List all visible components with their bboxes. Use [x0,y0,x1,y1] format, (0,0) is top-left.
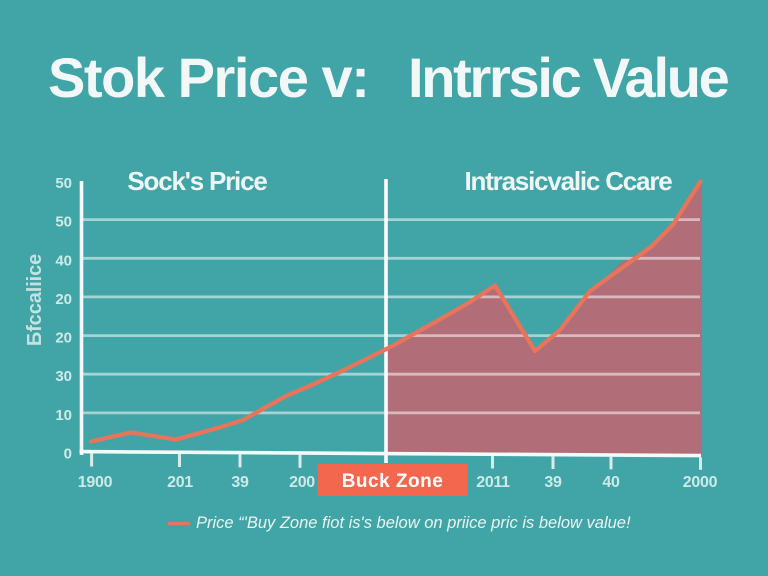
svg-text:200: 200 [289,474,315,491]
svg-text:Price “'Buy Zone fiot is's bel: Price “'Buy Zone fiot is's below on prii… [196,514,631,532]
svg-text:2011: 2011 [476,474,510,491]
svg-text:20: 20 [55,330,72,347]
svg-text:50: 50 [55,214,72,231]
svg-text:Intrrsic Value: Intrrsic Value [408,46,729,109]
svg-text:39: 39 [544,474,562,491]
svg-text:Stok Price v:: Stok Price v: [48,46,368,109]
svg-text:39: 39 [231,474,249,491]
svg-text:Sock's Price: Sock's Price [127,166,267,196]
svg-text:10: 10 [55,407,72,424]
svg-text:201: 201 [167,474,193,491]
svg-text:30: 30 [55,368,72,385]
svg-text:Бfccaliice: Бfccaliice [24,254,46,346]
svg-text:50: 50 [55,175,72,192]
svg-text:Intrasicvalic Ccare: Intrasicvalic Ccare [464,166,672,196]
svg-text:1900: 1900 [78,474,113,491]
svg-text:40: 40 [602,474,620,491]
svg-text:0: 0 [64,446,72,463]
svg-text:2000: 2000 [683,474,718,491]
svg-text:Buck Zone: Buck Zone [342,471,444,492]
svg-text:20: 20 [55,291,72,308]
svg-text:40: 40 [55,252,72,269]
